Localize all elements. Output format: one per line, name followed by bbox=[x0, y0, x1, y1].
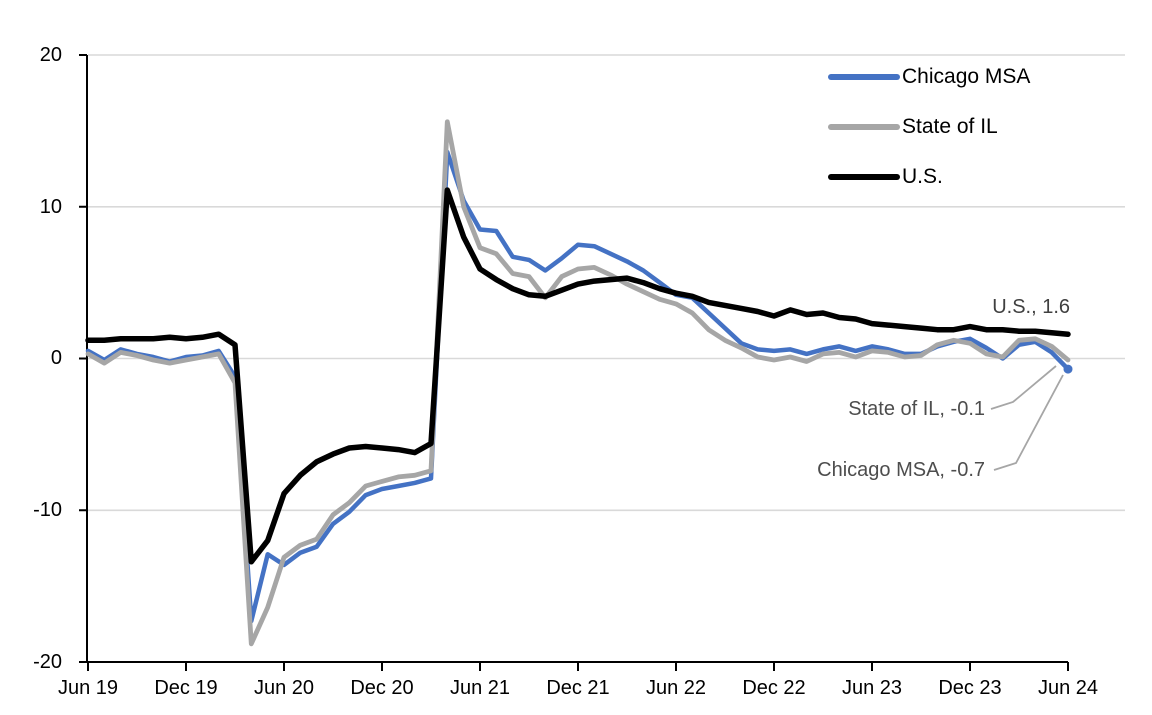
y-tick-label: 0 bbox=[50, 347, 62, 369]
series-line-u-s- bbox=[85, 187, 1071, 565]
x-axis bbox=[87, 661, 1069, 671]
x-tick-label: Jun 19 bbox=[57, 677, 119, 699]
y-tick-label: -20 bbox=[33, 651, 62, 673]
gridlines bbox=[88, 54, 1125, 512]
legend: Chicago MSA State of IL U.S. bbox=[828, 52, 1030, 202]
annotation-chicago-msa: Chicago MSA, -0.7 bbox=[817, 459, 985, 481]
x-tick-label: Jun 21 bbox=[449, 677, 511, 699]
x-tick-label: Jun 20 bbox=[253, 677, 315, 699]
annotation-state-of-il: State of IL, -0.1 bbox=[848, 398, 985, 420]
leader-state-of-il bbox=[990, 365, 1057, 410]
legend-label: U.S. bbox=[902, 165, 943, 188]
legend-line-sample bbox=[828, 74, 900, 80]
x-tick-label: Dec 19 bbox=[154, 677, 218, 699]
legend-item-chicago-msa: Chicago MSA bbox=[828, 52, 1030, 102]
x-tick-label: Jun 23 bbox=[841, 677, 903, 699]
legend-label: State of IL bbox=[902, 115, 998, 138]
legend-item-state-of-il: State of IL bbox=[828, 102, 1030, 152]
y-tick-label: 20 bbox=[39, 44, 62, 66]
x-tick-label: Dec 21 bbox=[546, 677, 610, 699]
axes bbox=[79, 54, 1069, 671]
series-lines bbox=[85, 119, 1073, 647]
legend-label: Chicago MSA bbox=[902, 65, 1031, 88]
x-tick-label: Dec 22 bbox=[742, 677, 806, 699]
x-tick-label: Dec 20 bbox=[350, 677, 414, 699]
annotation-us: U.S., 1.6 bbox=[992, 296, 1070, 318]
leader-chicago-msa bbox=[993, 374, 1064, 471]
y-tick-label: 10 bbox=[39, 196, 62, 218]
x-tick-label: Jun 22 bbox=[645, 677, 707, 699]
y-axis bbox=[79, 54, 88, 663]
x-tick-label: Dec 23 bbox=[938, 677, 1002, 699]
legend-item-us: U.S. bbox=[828, 152, 1030, 202]
legend-line-sample bbox=[828, 124, 900, 130]
series-line-state-of-il bbox=[85, 119, 1071, 647]
x-tick-label: Jun 24 bbox=[1037, 677, 1099, 699]
leader-lines bbox=[990, 365, 1064, 471]
y-tick-label: -10 bbox=[33, 499, 62, 521]
series-end-dot-chicago-msa bbox=[1063, 364, 1073, 374]
legend-line-sample bbox=[828, 174, 900, 180]
